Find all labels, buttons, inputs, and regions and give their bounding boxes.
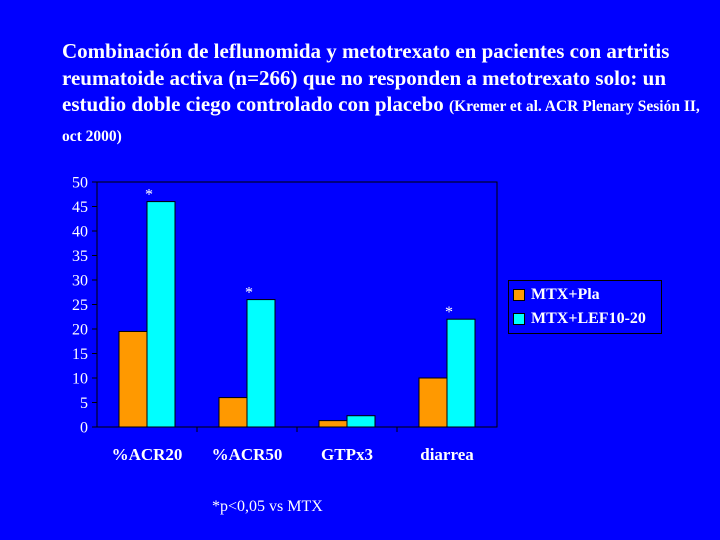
bar-mtx-lef-2 <box>346 415 376 428</box>
y-tick-label: 0 <box>80 420 88 437</box>
y-tick-label: 30 <box>72 273 88 290</box>
y-tick-label: 5 <box>80 395 88 412</box>
bar-mtx-pla-2 <box>318 420 348 428</box>
y-tick-label: 15 <box>72 346 88 363</box>
legend-item-series-2: MTX+LEF10-20 <box>513 309 646 329</box>
legend-swatch-series-2 <box>513 313 525 325</box>
bar-mtx-lef-0 <box>146 201 176 428</box>
bar-mtx-pla-0 <box>118 330 148 428</box>
y-tick-label: 50 <box>72 175 88 192</box>
legend-label-series-1: MTX+Pla <box>531 286 600 303</box>
bar-mtx-lef-3 <box>446 318 476 428</box>
legend-label-series-2: MTX+LEF10-20 <box>531 310 646 327</box>
x-tick-label: %ACR20 <box>112 445 183 464</box>
y-tick-label: 45 <box>72 199 88 216</box>
x-tick-label: GTPx3 <box>321 445 373 464</box>
slide-title-main: Combinación de leflunomida y metotrexato… <box>62 39 670 116</box>
y-tick-label: 25 <box>72 297 88 314</box>
y-tick-label: 35 <box>72 248 88 265</box>
legend: MTX+Pla MTX+LEF10-20 <box>508 280 662 334</box>
bar-mtx-pla-1 <box>218 397 248 428</box>
y-tick-label: 20 <box>72 322 88 339</box>
significance-marker: * <box>245 285 253 302</box>
x-tick-label: %ACR50 <box>212 445 283 464</box>
legend-item-series-1: MTX+Pla <box>513 285 600 305</box>
footnote: *p<0,05 vs MTX <box>212 498 323 515</box>
legend-swatch-series-1 <box>513 289 525 301</box>
bar-mtx-lef-1 <box>246 299 276 428</box>
significance-marker: * <box>145 187 153 204</box>
y-tick-label: 10 <box>72 371 88 388</box>
y-tick-label: 40 <box>72 224 88 241</box>
significance-marker: * <box>445 304 453 321</box>
x-tick-label: diarrea <box>420 445 474 464</box>
slide-title-reference: (Kremer et al. ACR Plenary Sesión II, oc… <box>62 98 700 145</box>
slide-title: Combinación de leflunomida y metotrexato… <box>62 38 702 150</box>
bar-mtx-pla-3 <box>418 377 448 428</box>
